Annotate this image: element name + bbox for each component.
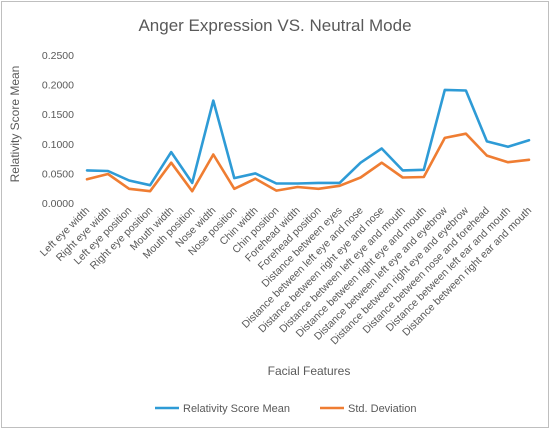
series-lines [85,88,531,193]
legend: Relativity Score Mean Std. Deviation [155,403,416,415]
y-tick-label: 0.0000 [42,198,74,210]
y-tick-label: 0.0500 [42,168,74,180]
series-line [85,88,531,187]
legend-label: Relativity Score Mean [183,403,290,415]
y-tick-label: 0.1500 [42,109,74,121]
chart-title: Anger Expression VS. Neutral Mode [138,16,411,35]
y-axis-ticks: 0.0000 0.0500 0.1000 0.1500 0.2000 0.2500 [42,50,74,210]
y-tick-label: 0.1000 [42,139,74,151]
legend-label: Std. Deviation [348,403,416,415]
series-line [85,132,531,193]
x-axis-title: Facial Features [268,364,351,378]
y-tick-label: 0.2000 [42,80,74,92]
y-tick-label: 0.2500 [42,50,74,62]
y-axis-title: Relativity Score Mean [8,66,22,183]
